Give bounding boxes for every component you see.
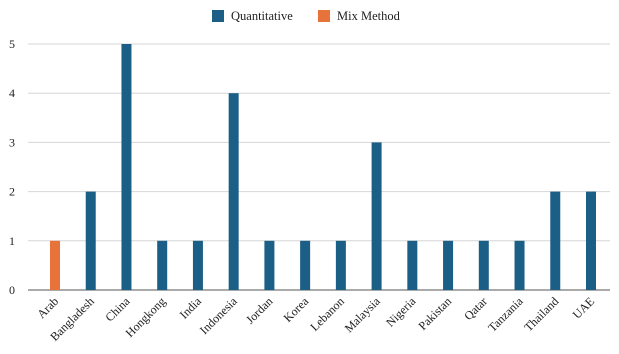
x-tick-label: Nigeria xyxy=(383,294,419,330)
bar-quantitative-china xyxy=(121,44,132,290)
legend: Quantitative Mix Method xyxy=(212,9,401,23)
x-tick-label: China xyxy=(102,294,133,325)
x-tick-label: India xyxy=(177,294,205,322)
legend-swatch xyxy=(318,10,330,22)
legend-item-quantitative: Quantitative xyxy=(212,9,293,23)
bar-quantitative-jordan xyxy=(264,240,275,290)
bar-quantitative-thailand xyxy=(550,191,561,290)
bar-quantitative-lebanon xyxy=(335,240,346,290)
x-tick-label: Jordan xyxy=(243,294,276,327)
y-tick-label: 4 xyxy=(9,86,15,100)
bar-quantitative-bangladesh xyxy=(85,191,96,290)
bar-quantitative-uae xyxy=(586,191,596,290)
x-tick-label: Indonesia xyxy=(197,294,240,337)
bar-quantitative-malaysia xyxy=(371,142,382,290)
bar-quantitative-hongkong xyxy=(157,240,168,290)
bar-quantitative-korea xyxy=(300,240,311,290)
y-tick-label: 5 xyxy=(9,37,15,51)
bar-quantitative-india xyxy=(192,240,203,290)
bar-quantitative-tanzania xyxy=(514,240,525,290)
legend-label: Quantitative xyxy=(231,9,293,23)
x-tick-label: Qatar xyxy=(461,294,490,323)
x-tick-label: UAE xyxy=(570,294,597,321)
bar-mix-method-arab xyxy=(50,240,60,290)
x-tick-label: Arab xyxy=(34,294,61,321)
legend-label: Mix Method xyxy=(337,9,401,23)
x-tick-label: Korea xyxy=(281,294,312,325)
legend-item-mix-method: Mix Method xyxy=(318,9,401,23)
legend-swatch xyxy=(212,10,224,22)
x-tick-label: Malaysia xyxy=(342,294,383,335)
bar-quantitative-qatar xyxy=(478,240,489,290)
bars xyxy=(50,44,596,290)
bar-quantitative-pakistan xyxy=(443,240,454,290)
x-tick-label: Thailand xyxy=(521,294,561,334)
bar-quantitative-indonesia xyxy=(228,93,239,290)
bar-quantitative-nigeria xyxy=(407,240,418,290)
x-tick-label: Pakistan xyxy=(416,294,455,333)
y-tick-label: 0 xyxy=(9,283,15,297)
y-axis-ticks: 0 1 2 3 4 5 xyxy=(9,37,15,297)
x-tick-label: Lebanon xyxy=(307,294,347,334)
x-tick-label: Tanzania xyxy=(485,294,526,335)
y-tick-label: 2 xyxy=(9,185,15,199)
y-tick-label: 1 xyxy=(9,234,15,248)
y-tick-label: 3 xyxy=(9,135,15,149)
